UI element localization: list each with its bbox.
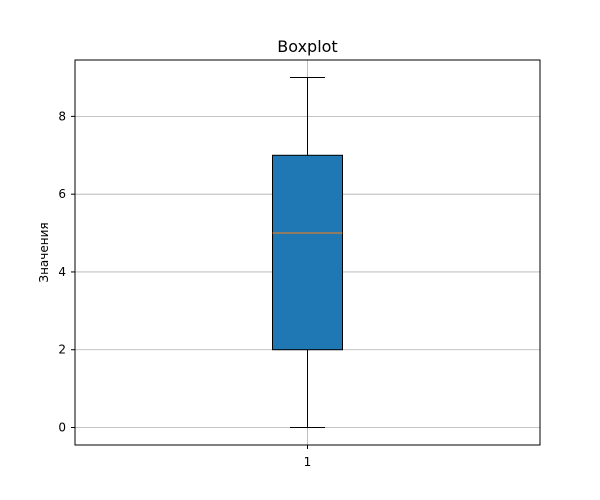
y-axis-ticks: 0 2 4 6 8 <box>58 109 75 435</box>
y-tick-label: 2 <box>58 343 66 357</box>
y-axis-label: Значения <box>37 222 51 282</box>
y-tick-label: 8 <box>58 109 66 123</box>
y-tick-label: 6 <box>58 187 66 201</box>
x-axis-ticks: 1 <box>304 445 312 469</box>
y-tick-label: 0 <box>58 421 66 435</box>
y-tick-label: 4 <box>58 265 66 279</box>
box-iqr <box>272 154 343 351</box>
x-tick-label: 1 <box>304 455 312 469</box>
chart-title: Boxplot <box>277 37 337 56</box>
boxes-group <box>272 77 343 428</box>
